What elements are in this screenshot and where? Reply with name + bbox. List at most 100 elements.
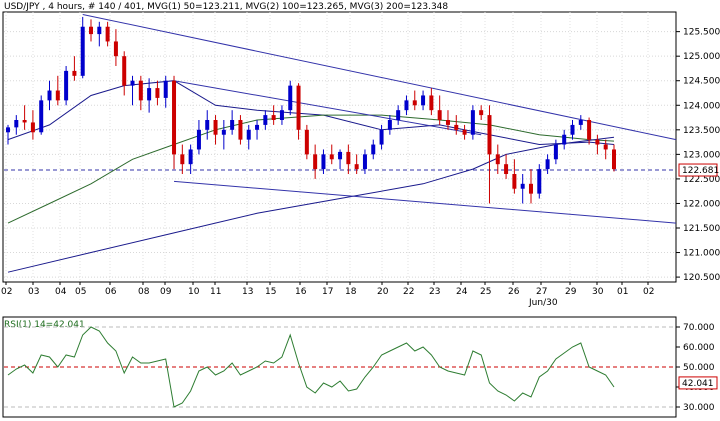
candle-body: [603, 144, 608, 150]
time-tick-label: 25: [480, 287, 491, 297]
price-tick-label: 121.500: [683, 224, 720, 234]
trendline: [82, 13, 677, 141]
candle-body: [595, 139, 600, 145]
candle-body: [562, 134, 567, 145]
price-panel: [2, 11, 677, 283]
candle-body: [504, 164, 509, 174]
candle-body: [138, 80, 143, 101]
candle-body: [553, 144, 558, 160]
time-tick-label: 30: [592, 287, 604, 297]
time-tick-label: 16: [295, 287, 307, 297]
candle-body: [412, 100, 417, 106]
candle-body: [221, 129, 226, 135]
candle-body: [313, 154, 318, 170]
candle-body: [279, 110, 284, 120]
candle-body: [437, 110, 442, 120]
candle-body: [230, 120, 235, 130]
candle-body: [72, 70, 77, 76]
rsi-value-box: [678, 376, 718, 390]
candle-body: [130, 80, 135, 86]
candle-body: [445, 120, 450, 125]
price-tick-label: 125.000: [683, 52, 720, 62]
time-tick-label: 04: [55, 287, 67, 297]
candle-body: [329, 154, 334, 160]
price-tick-label: 124.000: [683, 101, 720, 111]
candle-body: [479, 110, 484, 116]
candle-body: [97, 26, 102, 35]
time-tick-label: 02: [643, 287, 654, 297]
price-tick-label: 124.500: [683, 77, 720, 87]
candle-body: [22, 120, 27, 123]
ma200-line: [7, 136, 615, 273]
candle-body: [80, 26, 85, 76]
rsi-line: [7, 326, 615, 408]
candle-body: [396, 110, 401, 120]
candle-body: [47, 90, 52, 101]
candle-body: [512, 174, 517, 189]
time-tick-label: 23: [429, 287, 440, 297]
candle-body: [487, 115, 492, 155]
candle-body: [362, 154, 367, 170]
candle-body: [371, 144, 376, 155]
candle-body: [462, 129, 467, 135]
candle-body: [155, 88, 160, 98]
candle-body: [570, 124, 575, 135]
rsi-tick-label: 70.000: [683, 323, 715, 333]
candle-body: [147, 88, 152, 101]
price-tick-label: 123.500: [683, 126, 720, 136]
candle-body: [587, 120, 592, 140]
time-tick-label: 24: [456, 287, 468, 297]
candle-body: [421, 95, 426, 106]
time-tick-label: 02: [1, 287, 12, 297]
candle-body: [39, 100, 44, 133]
price-tick-label: 121.000: [683, 249, 720, 259]
candle-body: [612, 149, 616, 170]
candle-body: [429, 95, 434, 111]
trendline: [173, 180, 677, 224]
candle-body: [537, 169, 542, 194]
candle-body: [213, 120, 218, 135]
candle-body: [255, 124, 260, 130]
time-tick-label: 26: [508, 287, 520, 297]
candle-body: [346, 151, 351, 165]
candle-body: [238, 120, 243, 140]
candle-body: [89, 26, 94, 35]
candle-body: [113, 41, 118, 57]
candle-body: [520, 183, 525, 189]
candle-body: [379, 129, 384, 145]
time-tick-label: 15: [265, 287, 276, 297]
rsi-value-label: 42.041: [682, 379, 714, 389]
candle-body: [288, 85, 293, 111]
candle-body: [495, 154, 500, 165]
candle-body: [545, 159, 550, 170]
candle-body: [163, 80, 168, 98]
candle-body: [6, 127, 10, 133]
rsi-panel: [2, 316, 677, 418]
candle-body: [354, 164, 359, 170]
time-tick-label: 11: [210, 287, 221, 297]
trendline: [173, 80, 482, 136]
candle-body: [105, 26, 110, 42]
candle-body: [188, 149, 193, 165]
time-tick-label: 06: [105, 287, 117, 297]
ma100-line: [7, 114, 615, 224]
time-tick-label: 10: [188, 287, 200, 297]
candle-body: [246, 129, 251, 140]
candle-body: [263, 115, 268, 125]
candle-body: [122, 56, 127, 86]
rsi-tick-label: 30.000: [683, 403, 715, 413]
candle-body: [528, 183, 533, 194]
time-tick-label: 22: [403, 287, 414, 297]
candle-body: [180, 154, 185, 165]
candle-body: [338, 151, 343, 160]
current-price-box: [678, 163, 718, 177]
candle-body: [470, 110, 475, 135]
candle-body: [205, 120, 210, 130]
rsi-tick-label: 50.000: [683, 363, 715, 373]
time-tick-label: 13: [242, 287, 253, 297]
price-tick-label: 122.000: [683, 199, 720, 209]
rsi-tick-label: 60.000: [683, 343, 715, 353]
candle-body: [578, 120, 583, 125]
